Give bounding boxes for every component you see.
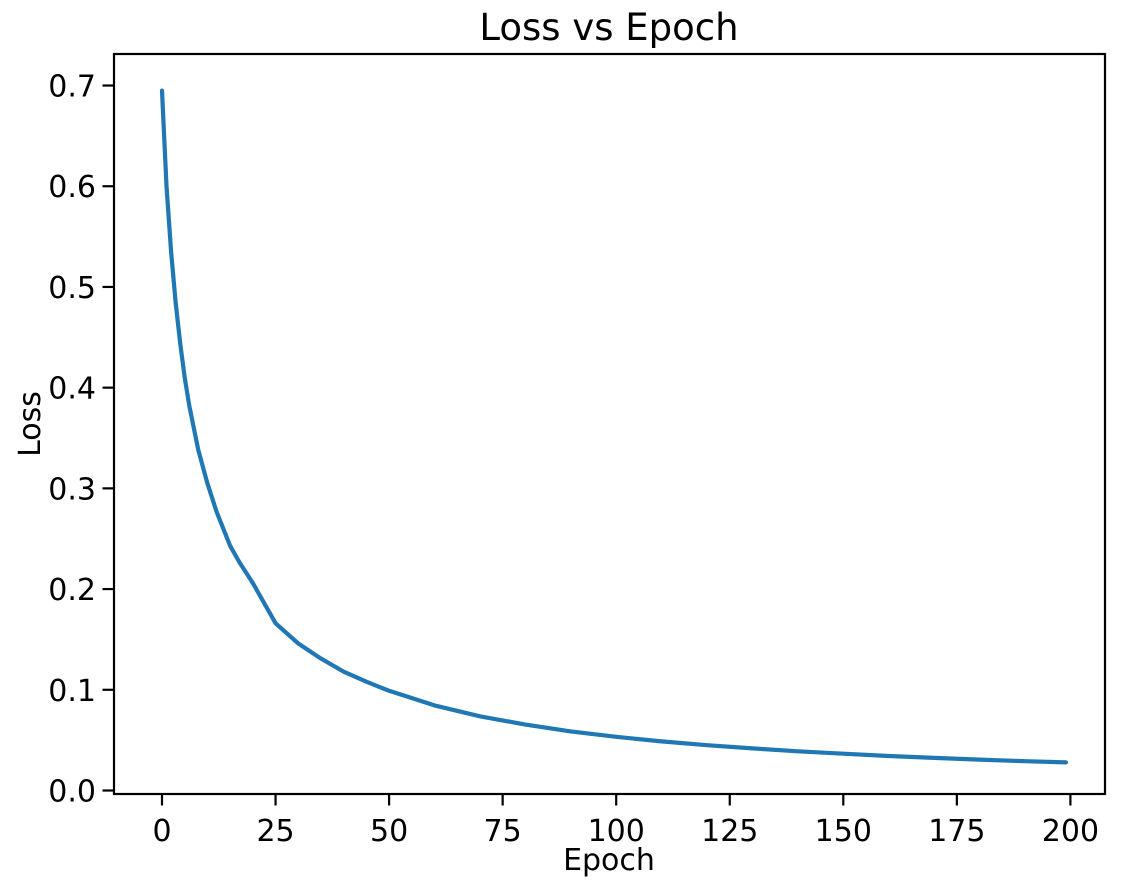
x-tick-label: 100 xyxy=(588,814,645,849)
y-tick-label: 0.6 xyxy=(48,170,96,205)
loss-curve xyxy=(159,88,1068,765)
x-tick-label: 125 xyxy=(701,814,758,849)
x-axis-ticks: 0 25 50 75 100 125 150 175 200 xyxy=(152,794,1099,849)
x-tick-label: 50 xyxy=(370,814,408,849)
y-tick-label: 0.3 xyxy=(48,472,96,507)
y-axis-ticks: 0.0 0.1 0.2 0.3 0.4 0.5 0.6 0.7 xyxy=(48,70,114,810)
y-tick-label: 0.1 xyxy=(48,674,96,709)
plot-area-border xyxy=(112,52,1107,796)
x-tick-label: 200 xyxy=(1042,814,1099,849)
y-tick-label: 0.7 xyxy=(48,70,96,105)
y-tick-label: 0.2 xyxy=(48,573,96,608)
y-tick-label: 0.5 xyxy=(48,271,96,306)
x-tick-label: 175 xyxy=(928,814,985,849)
chart-title: Loss vs Epoch xyxy=(479,6,738,49)
y-tick-label: 0.0 xyxy=(48,775,96,810)
x-tick-label: 0 xyxy=(152,814,171,849)
y-tick-label: 0.4 xyxy=(48,372,96,407)
x-tick-label: 150 xyxy=(815,814,872,849)
x-tick-label: 25 xyxy=(256,814,294,849)
x-axis-label: Epoch xyxy=(563,843,655,878)
x-tick-label: 75 xyxy=(484,814,522,849)
y-axis-label: Loss xyxy=(13,391,48,457)
